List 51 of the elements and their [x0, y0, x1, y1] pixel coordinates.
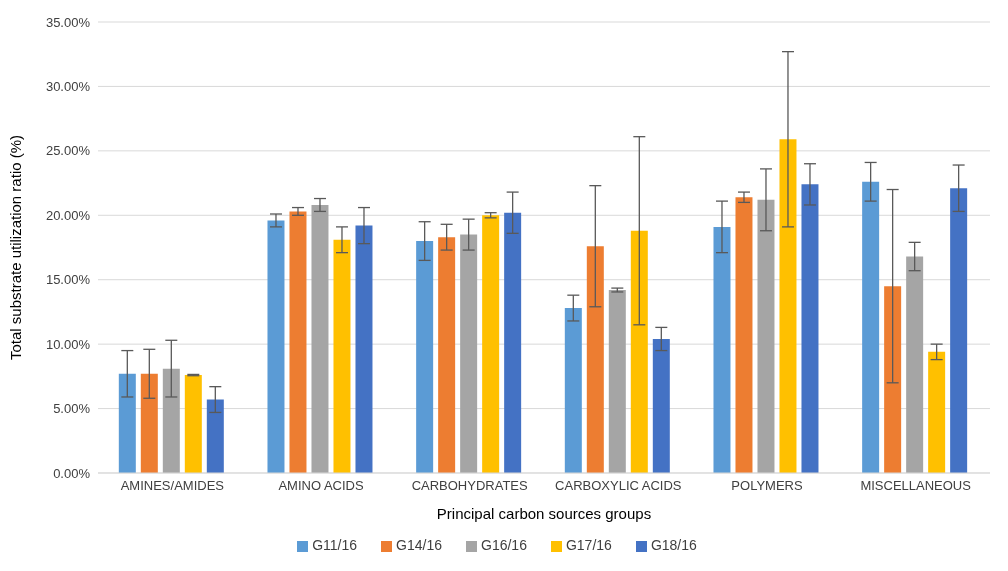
y-tick-label: 15.00% — [45, 272, 91, 288]
bar — [333, 239, 351, 473]
y-tick-label: 0.00% — [53, 465, 91, 481]
y-tick-label: 35.00% — [45, 14, 91, 30]
bar — [289, 211, 307, 473]
y-tick-label: 20.00% — [45, 207, 91, 223]
bar — [267, 220, 285, 473]
bar — [713, 226, 731, 473]
bar — [564, 308, 582, 473]
x-tick-label: POLYMERS — [731, 478, 803, 494]
bar — [906, 256, 924, 473]
y-tick-label: 30.00% — [45, 79, 91, 95]
bar — [460, 234, 478, 473]
bar — [118, 373, 136, 473]
legend-label: G11/16 — [312, 537, 358, 553]
y-tick-label: 25.00% — [45, 143, 91, 159]
bar — [735, 197, 753, 473]
bar — [779, 139, 797, 473]
x-tick-label: AMINES/AMIDES — [120, 478, 225, 494]
x-tick-label: MISCELLANEOUS — [860, 478, 972, 494]
bar — [586, 246, 604, 473]
bar — [355, 225, 373, 473]
legend-label: G17/16 — [565, 537, 612, 553]
bar — [504, 212, 522, 473]
bar — [652, 338, 670, 473]
bar — [184, 375, 202, 473]
y-tick-label: 5.00% — [53, 401, 91, 417]
legend-label: G14/16 — [396, 537, 442, 553]
legend-label: G16/16 — [481, 537, 527, 553]
bar — [206, 399, 224, 473]
bar — [438, 237, 456, 473]
x-tick-label: AMINO ACIDS — [278, 478, 364, 494]
bar — [140, 373, 158, 473]
x-tick-label: CARBOHYDRATES — [411, 478, 529, 494]
bar — [630, 230, 648, 473]
bar — [950, 188, 968, 473]
bar — [608, 290, 626, 473]
bar — [928, 351, 946, 473]
bar — [862, 181, 880, 473]
bar — [482, 215, 500, 473]
bar — [884, 286, 902, 473]
x-axis-title: Principal carbon sources groups — [436, 505, 652, 522]
bar — [162, 368, 180, 473]
x-tick-label: CARBOXYLIC ACIDS — [555, 478, 682, 494]
y-tick-label: 10.00% — [45, 336, 91, 352]
bar — [757, 199, 775, 473]
bar — [311, 204, 329, 473]
bar — [801, 184, 819, 473]
y-axis-title: Total substrate utilization ratio (%) — [7, 134, 25, 361]
legend-label: G18/16 — [650, 537, 697, 553]
bar — [416, 241, 434, 473]
